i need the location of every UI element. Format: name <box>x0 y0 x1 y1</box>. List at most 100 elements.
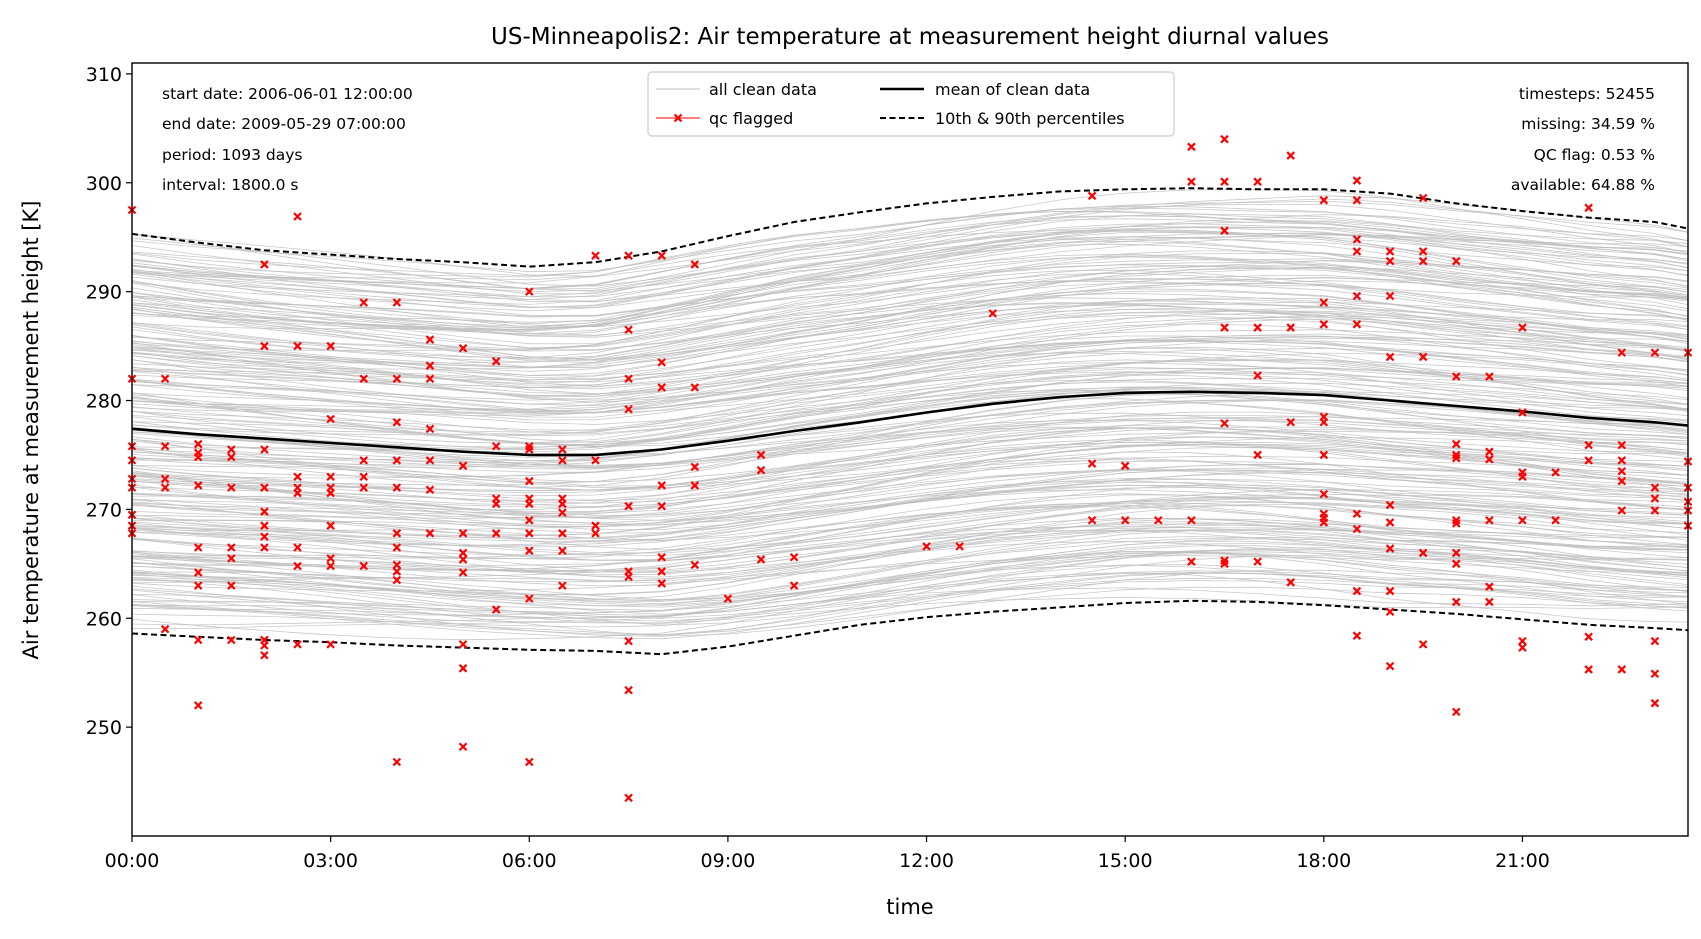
clean-day-line <box>132 460 1688 508</box>
legend-clean-label: all clean data <box>709 80 817 99</box>
clean-day-line <box>132 231 1688 336</box>
clean-day-line <box>132 265 1688 348</box>
clean-day-line <box>132 203 1688 295</box>
qc-point <box>624 572 633 582</box>
clean-day-line <box>132 572 1688 636</box>
clean-day-line <box>132 436 1688 489</box>
clean-day-line <box>132 200 1688 273</box>
qc-point <box>359 561 369 571</box>
x-tick-label: 18:00 <box>1296 850 1351 872</box>
clean-day-line <box>132 215 1688 301</box>
qc-point <box>1253 450 1262 460</box>
qc-point <box>326 472 335 481</box>
qc-point <box>392 575 402 585</box>
qc-point <box>1418 352 1428 362</box>
qc-point <box>1584 665 1593 674</box>
clean-day-line <box>132 189 1688 290</box>
clean-day-line <box>132 310 1688 369</box>
qc-point <box>260 521 269 530</box>
qc-point <box>193 439 203 449</box>
clean-day-line <box>132 264 1688 351</box>
qc-point <box>1352 320 1362 329</box>
qc-point <box>756 555 766 564</box>
qc-point <box>1617 506 1627 515</box>
qc-point <box>1418 247 1428 256</box>
qc-point <box>1617 348 1627 357</box>
qc-point <box>1650 506 1660 515</box>
qc-point <box>458 343 468 353</box>
qc-point <box>160 374 170 384</box>
qc-point <box>1319 195 1329 205</box>
clean-day-line <box>132 500 1688 543</box>
clean-day-line <box>132 443 1688 528</box>
qc-point <box>657 567 666 576</box>
clean-day-line <box>132 226 1688 312</box>
qc-point <box>1518 323 1527 332</box>
clean-day-line <box>132 340 1688 389</box>
qc-point <box>1286 418 1295 427</box>
qc-point <box>1220 134 1229 144</box>
qc-point <box>1352 176 1362 185</box>
clean-day-line <box>132 300 1688 384</box>
x-tick-label: 12:00 <box>899 850 954 872</box>
clean-day-line <box>132 497 1688 556</box>
clean-day-line <box>132 359 1688 444</box>
qc-point <box>1385 256 1395 266</box>
clean-day-line <box>132 550 1688 622</box>
qc-point <box>756 450 766 460</box>
stat-timesteps: timesteps: 52455 <box>1519 85 1655 103</box>
clean-day-line <box>132 402 1688 488</box>
x-axis: 00:00 03:00 06:00 09:00 12:00 15:00 18:00 21:00 <box>105 836 1550 872</box>
qc-point <box>359 298 369 307</box>
qc-point <box>558 499 567 509</box>
qc-point <box>1451 559 1461 569</box>
qc-point <box>359 483 369 492</box>
qc-point <box>1352 235 1362 244</box>
clean-day-line <box>132 335 1688 413</box>
qc-point <box>1087 459 1097 468</box>
stat-qc-flag: QC flag: 0.53 % <box>1534 146 1655 164</box>
qc-point <box>1286 578 1295 587</box>
qc-point <box>1418 193 1428 203</box>
qc-point <box>1485 447 1494 456</box>
clean-day-line <box>132 377 1688 431</box>
clean-day-line <box>132 505 1688 576</box>
qc-point <box>1418 548 1428 558</box>
legend-qc-label: qc flagged <box>709 109 793 128</box>
clean-day-line <box>132 536 1688 607</box>
clean-day-line <box>132 307 1688 397</box>
x-tick-label: 00:00 <box>105 850 160 872</box>
clean-day-line <box>132 457 1688 519</box>
qc-point <box>193 452 203 462</box>
qc-point <box>1518 636 1527 646</box>
y-tick-label: 310 <box>86 64 122 86</box>
qc-point <box>260 341 269 351</box>
qc-point <box>524 757 534 767</box>
clean-day-line <box>132 547 1688 601</box>
clean-day-line <box>132 493 1688 541</box>
stat-missing: missing: 34.59 % <box>1521 115 1655 133</box>
clean-day-line <box>132 266 1688 360</box>
qc-point <box>1087 191 1097 201</box>
qc-point <box>160 474 170 484</box>
qc-point <box>1650 494 1660 503</box>
qc-point <box>1385 586 1395 596</box>
qc-point <box>193 568 203 577</box>
qc-point <box>326 561 335 571</box>
qc-point <box>425 361 435 370</box>
qc-point <box>624 685 633 695</box>
qc-point <box>293 341 302 351</box>
qc-point <box>524 499 534 509</box>
qc-point <box>160 483 170 492</box>
clean-day-line <box>132 215 1688 290</box>
qc-point <box>1187 142 1196 152</box>
qc-point <box>1220 323 1229 332</box>
qc-point <box>260 507 269 516</box>
qc-point <box>392 483 402 492</box>
qc-point <box>1650 348 1660 357</box>
qc-point <box>1187 515 1196 525</box>
qc-point <box>1220 226 1229 235</box>
qc-point <box>657 481 666 490</box>
clean-day-line <box>132 297 1688 351</box>
qc-point <box>227 483 236 492</box>
